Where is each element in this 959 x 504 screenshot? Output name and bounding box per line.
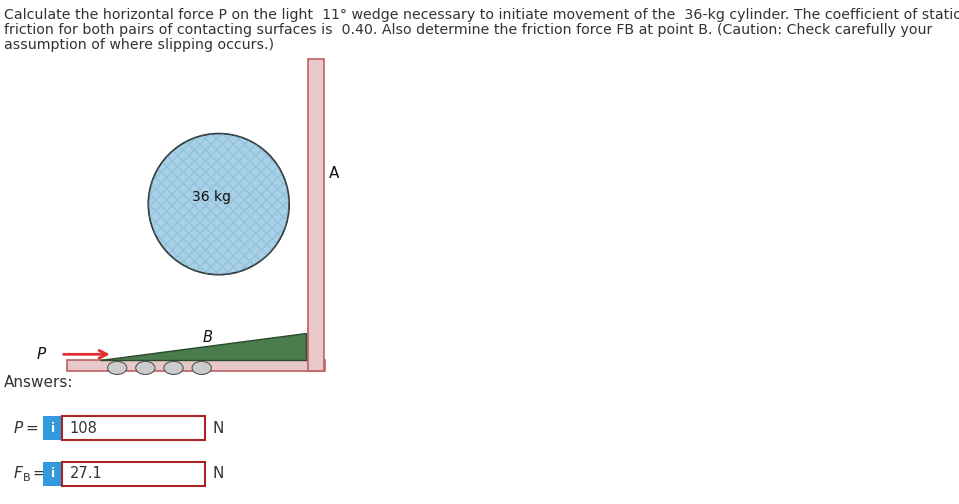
FancyBboxPatch shape: [67, 360, 325, 371]
Text: B: B: [23, 473, 31, 483]
FancyBboxPatch shape: [43, 462, 62, 486]
Circle shape: [135, 361, 155, 374]
Text: Answers:: Answers:: [4, 375, 73, 391]
Text: F: F: [13, 466, 22, 481]
Text: 27.1: 27.1: [70, 466, 103, 481]
Text: 36 kg: 36 kg: [192, 190, 231, 204]
Circle shape: [192, 361, 211, 374]
Text: i: i: [51, 422, 55, 435]
Text: A: A: [329, 166, 339, 181]
Text: N: N: [213, 466, 224, 481]
Text: N: N: [213, 421, 224, 436]
Text: 11°: 11°: [132, 344, 153, 354]
Circle shape: [164, 361, 183, 374]
Text: =: =: [25, 421, 38, 436]
Text: friction for both pairs of contacting surfaces is  0.40. Also determine the fric: friction for both pairs of contacting su…: [4, 23, 932, 37]
Text: assumption of where slipping occurs.): assumption of where slipping occurs.): [4, 38, 273, 52]
FancyBboxPatch shape: [62, 416, 205, 440]
Text: i: i: [51, 467, 55, 480]
Polygon shape: [100, 333, 306, 360]
Circle shape: [107, 361, 127, 374]
Text: P: P: [36, 347, 46, 362]
Text: 108: 108: [70, 421, 98, 436]
FancyBboxPatch shape: [308, 59, 324, 371]
Text: P: P: [13, 421, 23, 436]
Text: B: B: [202, 331, 213, 345]
Text: Calculate the horizontal force P on the light  11° wedge necessary to initiate m: Calculate the horizontal force P on the …: [4, 8, 959, 22]
Text: =: =: [33, 466, 45, 481]
FancyBboxPatch shape: [62, 462, 205, 486]
Ellipse shape: [149, 134, 290, 275]
FancyBboxPatch shape: [43, 416, 62, 440]
